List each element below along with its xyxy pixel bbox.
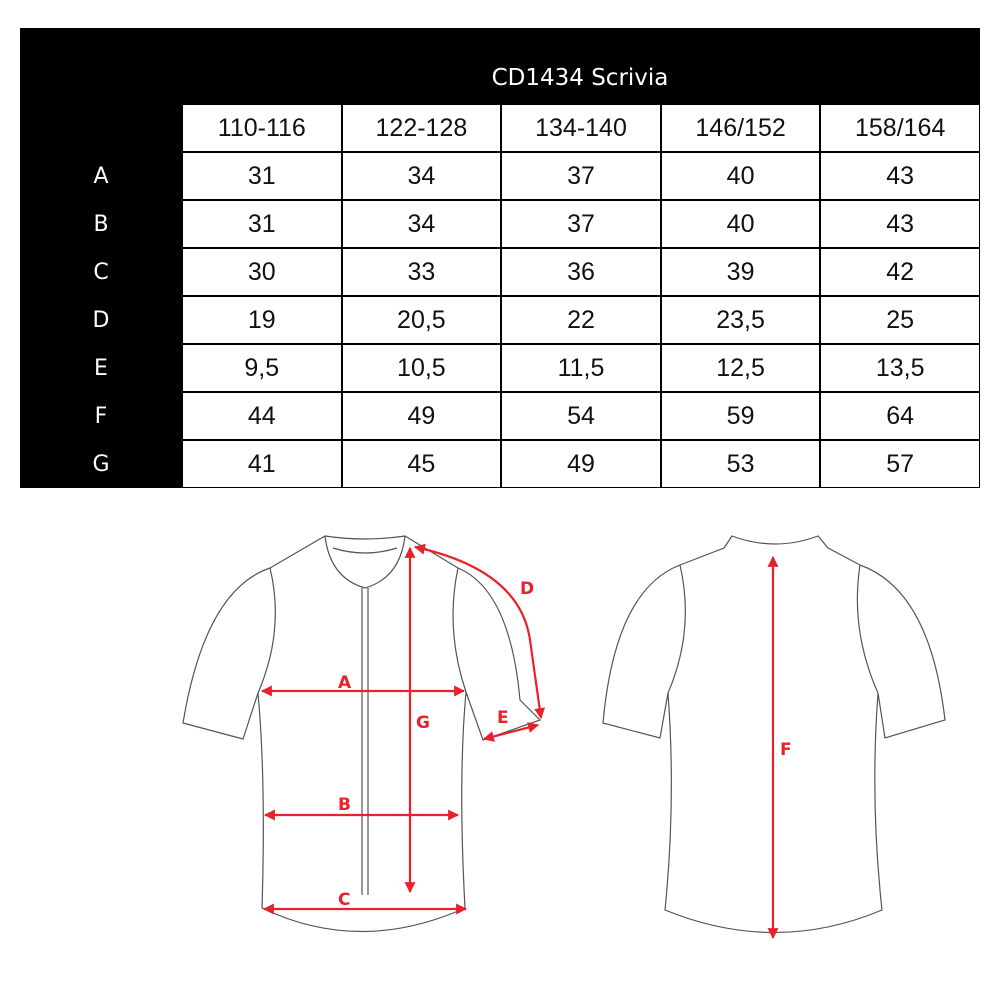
value-cell: 54 bbox=[501, 392, 661, 440]
size-chart: CD1434 Scrivia 110-116 122-128 134-140 1… bbox=[20, 28, 980, 488]
value-cell: 22 bbox=[501, 296, 661, 344]
row-label: E bbox=[20, 344, 182, 392]
value-cell: 53 bbox=[660, 440, 821, 488]
measurement-row: F 44 49 54 59 64 bbox=[20, 392, 980, 440]
value-cell: 40 bbox=[660, 200, 821, 248]
row-label: A bbox=[20, 152, 182, 200]
value-cell: 43 bbox=[820, 200, 980, 248]
value-cell: 39 bbox=[660, 248, 821, 296]
value-cell: 10,5 bbox=[341, 344, 502, 392]
row-label: G bbox=[20, 440, 182, 488]
value-cell: 44 bbox=[182, 392, 342, 440]
back-jersey bbox=[602, 535, 946, 934]
row-label: D bbox=[20, 296, 182, 344]
measurement-row: B 31 34 37 40 43 bbox=[20, 200, 980, 248]
size-header: 122-128 bbox=[341, 104, 502, 152]
value-cell: 23,5 bbox=[660, 296, 821, 344]
value-cell: 20,5 bbox=[341, 296, 502, 344]
measurement-row: E 9,5 10,5 11,5 12,5 13,5 bbox=[20, 344, 980, 392]
label-b: B bbox=[338, 795, 351, 815]
value-cell: 25 bbox=[820, 296, 980, 344]
measurement-row: C 30 33 36 39 42 bbox=[20, 248, 980, 296]
value-cell: 34 bbox=[341, 200, 502, 248]
value-cell: 12,5 bbox=[660, 344, 821, 392]
value-cell: 9,5 bbox=[182, 344, 342, 392]
value-cell: 49 bbox=[501, 440, 661, 488]
measurement-row: D 19 20,5 22 23,5 25 bbox=[20, 296, 980, 344]
label-d: D bbox=[520, 579, 534, 599]
label-e: E bbox=[497, 708, 509, 728]
value-cell: 43 bbox=[820, 152, 980, 200]
measurement-row: A 31 34 37 40 43 bbox=[20, 152, 980, 200]
value-cell: 36 bbox=[501, 248, 661, 296]
value-cell: 31 bbox=[182, 200, 342, 248]
size-header: 110-116 bbox=[182, 104, 342, 152]
row-label: B bbox=[20, 200, 182, 248]
value-cell: 59 bbox=[660, 392, 821, 440]
value-cell: 49 bbox=[341, 392, 502, 440]
value-cell: 42 bbox=[820, 248, 980, 296]
value-cell: 45 bbox=[341, 440, 502, 488]
front-jersey bbox=[182, 535, 542, 932]
value-cell: 64 bbox=[820, 392, 980, 440]
corner-cell bbox=[20, 104, 182, 152]
value-cell: 57 bbox=[820, 440, 980, 488]
value-cell: 40 bbox=[660, 152, 821, 200]
header-row: 110-116 122-128 134-140 146/152 158/164 bbox=[20, 104, 980, 152]
row-label: C bbox=[20, 248, 182, 296]
label-a: A bbox=[338, 673, 352, 693]
label-f: F bbox=[780, 740, 792, 760]
value-cell: 31 bbox=[182, 152, 342, 200]
chart-title: CD1434 Scrivia bbox=[491, 65, 669, 91]
size-header: 158/164 bbox=[820, 104, 980, 152]
measure-d bbox=[413, 543, 546, 720]
label-g: G bbox=[416, 713, 430, 733]
value-cell: 41 bbox=[182, 440, 342, 488]
measure-e bbox=[482, 722, 540, 742]
measurement-row: G 41 45 49 53 57 bbox=[20, 440, 980, 488]
value-cell: 13,5 bbox=[820, 344, 980, 392]
value-cell: 11,5 bbox=[501, 344, 661, 392]
label-c: C bbox=[338, 890, 350, 910]
value-cell: 34 bbox=[341, 152, 502, 200]
value-cell: 19 bbox=[182, 296, 342, 344]
value-cell: 33 bbox=[341, 248, 502, 296]
size-table: 110-116 122-128 134-140 146/152 158/164 … bbox=[20, 104, 980, 488]
size-header: 146/152 bbox=[660, 104, 821, 152]
value-cell: 37 bbox=[501, 200, 661, 248]
size-header: 134-140 bbox=[501, 104, 661, 152]
value-cell: 30 bbox=[182, 248, 342, 296]
row-label: F bbox=[20, 392, 182, 440]
value-cell: 37 bbox=[501, 152, 661, 200]
measurement-lines bbox=[260, 543, 779, 940]
